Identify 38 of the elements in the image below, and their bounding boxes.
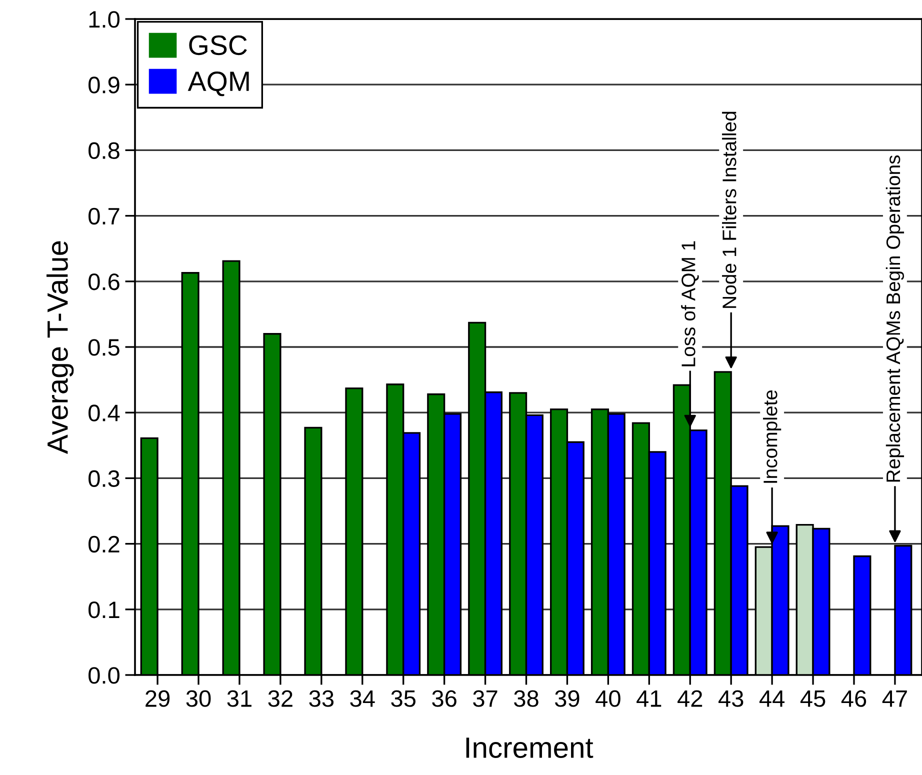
annotation: Loss of AQM 1 [681,241,699,366]
annotation: Incomplete [762,390,782,483]
x-tick-label: 38 [514,690,538,707]
x-tick-label: 39 [554,690,580,707]
x-tick-label: 40 [596,690,620,707]
x-tick-label: 36 [432,690,456,707]
y-tick-label: 0.8 [88,142,120,159]
y-tick-label: 0.7 [88,208,120,225]
x-tick-label: 34 [350,690,375,707]
y-tick-label: 0.2 [88,536,120,553]
x-tick-label: 44 [759,690,784,707]
x-tick-label: 29 [146,690,170,707]
y-tick-label: 0.1 [88,601,120,618]
x-tick-label: 35 [391,690,416,707]
y-axis-title: Average T-Value [46,241,74,454]
text: 0.0 [88,667,120,684]
text: 1.0 [89,11,120,28]
annotation: Replacement AQMs Begin Operations [886,155,904,482]
y-tick-label: 0.9 [88,76,120,94]
x-tick-label: 42 [678,690,702,707]
x-tick-label: 46 [841,690,866,707]
x-tick-label: 37 [473,690,498,707]
annotation: Node 1 Filters Installed [722,112,736,308]
x-tick-label: 31 [227,690,252,707]
x-tick-label: 47 [882,690,907,707]
x-tick-label: 30 [186,690,211,707]
legend-label: GSC [189,35,247,56]
x-tick-label: 32 [268,690,292,707]
y-tick-label: 0.4 [88,404,120,422]
y-tick-label: 0.6 [88,273,120,290]
x-tick-label: 33 [309,690,334,707]
x-tick-label: 45 [800,690,826,707]
x-axis-title: Increment [466,738,594,758]
x-tick-label: 43 [718,690,744,707]
y-tick-label: 0.5 [88,339,120,356]
legend-label: AQM [188,71,249,96]
x-tick-label: 41 [636,690,662,707]
y-tick-label: 0.3 [88,470,120,487]
